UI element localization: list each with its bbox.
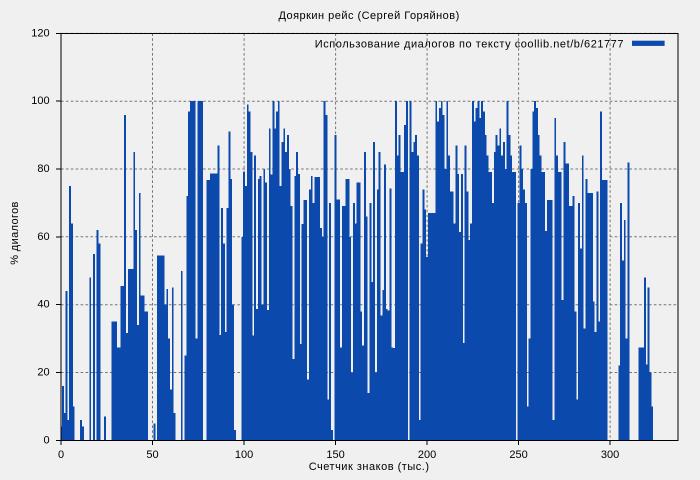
svg-text:Использование диалогов по текс: Использование диалогов по тексту coollib…	[315, 39, 624, 51]
svg-text:200: 200	[418, 449, 436, 461]
svg-text:0: 0	[58, 449, 64, 461]
svg-text:100: 100	[31, 95, 49, 107]
svg-text:Счетчик знаков (тыс.): Счетчик знаков (тыс.)	[309, 461, 430, 473]
svg-text:0: 0	[43, 434, 49, 446]
svg-text:50: 50	[146, 449, 158, 461]
svg-text:80: 80	[37, 163, 49, 175]
svg-text:Дояркин рейс (Сергей Горяйнов): Дояркин рейс (Сергей Горяйнов)	[278, 10, 459, 22]
svg-text:100: 100	[235, 449, 253, 461]
svg-text:% диалогов: % диалогов	[9, 201, 21, 265]
svg-text:250: 250	[509, 449, 527, 461]
svg-text:20: 20	[37, 367, 49, 379]
svg-text:150: 150	[326, 449, 344, 461]
svg-text:40: 40	[37, 299, 49, 311]
svg-text:300: 300	[601, 449, 619, 461]
svg-text:60: 60	[37, 231, 49, 243]
svg-text:120: 120	[31, 27, 49, 39]
